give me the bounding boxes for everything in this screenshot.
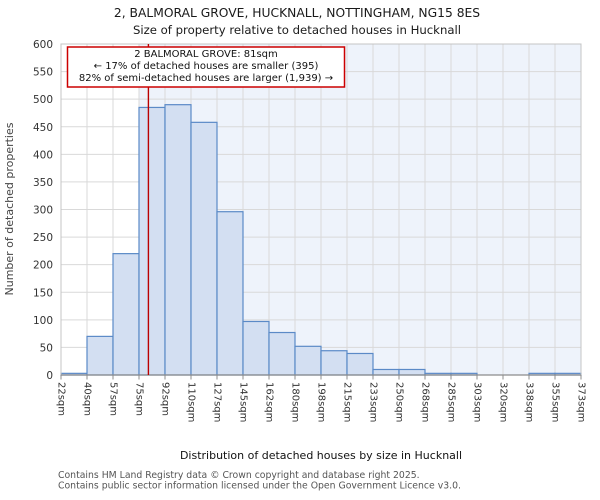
x-tick-label: 268sqm (420, 382, 431, 422)
histogram-bar (320, 350, 348, 376)
histogram-bar (86, 335, 114, 376)
histogram-bar (346, 352, 374, 376)
annotation-larger-stat: 82% of semi-detached houses are larger (… (79, 73, 333, 84)
footer-line-2: Contains public sector information licen… (58, 481, 461, 492)
x-tick-label: 22sqm (56, 382, 67, 416)
histogram-bar (138, 106, 166, 376)
x-tick-label: 303sqm (472, 382, 483, 422)
y-tick-label: 300 (33, 205, 53, 217)
x-tick-label: 215sqm (342, 382, 353, 422)
chart-title: 2, BALMORAL GROVE, HUCKNALL, NOTTINGHAM,… (114, 6, 480, 20)
x-tick-label: 75sqm (134, 382, 145, 416)
annotation-box: 2 BALMORAL GROVE: 81sqm ← 17% of detache… (66, 46, 346, 88)
histogram-bar (164, 104, 192, 376)
x-axis-title: Distribution of detached houses by size … (180, 449, 462, 462)
footer-line-1: Contains HM Land Registry data © Crown c… (58, 470, 420, 481)
y-axis-title: Number of detached properties (3, 122, 16, 295)
annotation-smaller-stat: ← 17% of detached houses are smaller (39… (94, 61, 319, 72)
x-tick-label: 338sqm (524, 382, 535, 422)
x-tick-label: 92sqm (160, 382, 171, 416)
histogram-bar (398, 368, 426, 376)
annotation-box-border (66, 46, 346, 88)
x-tick-label: 162sqm (264, 382, 275, 422)
y-tick-label: 200 (33, 260, 53, 272)
x-tick-label: 127sqm (212, 382, 223, 422)
x-tick-label: 233sqm (368, 382, 379, 422)
plot-frame-layer (60, 43, 582, 380)
y-tick-label: 400 (33, 149, 53, 161)
tick-label-layer: 0 50 100 150 200 250 300 350 400 450 500 550 600 22sq… (33, 39, 587, 422)
y-tick-label: 100 (33, 315, 53, 327)
y-tick-label: 250 (33, 232, 53, 244)
y-tick-label: 150 (33, 287, 53, 299)
x-tick-label: 285sqm (446, 382, 457, 422)
chart-subtitle: Size of property relative to detached ho… (133, 23, 461, 37)
histogram-bar (294, 345, 322, 376)
histogram-bar (112, 253, 140, 376)
x-tick-label: 320sqm (498, 382, 509, 422)
y-tick-label: 350 (33, 177, 53, 189)
x-tick-label: 40sqm (82, 382, 93, 416)
x-tick-label: 110sqm (186, 382, 197, 422)
x-tick-label: 198sqm (316, 382, 327, 422)
x-tick-label: 145sqm (238, 382, 249, 422)
histogram-bar (242, 320, 270, 376)
annotation-property-size: 2 BALMORAL GROVE: 81sqm (134, 49, 278, 60)
x-tick-label: 355sqm (550, 382, 561, 422)
y-tick-label: 600 (33, 39, 53, 51)
histogram-bar (216, 211, 244, 376)
x-tick-label: 180sqm (290, 382, 301, 422)
y-tick-label: 450 (33, 122, 53, 134)
y-tick-label: 0 (46, 370, 53, 382)
y-tick-label: 550 (33, 67, 53, 79)
y-tick-label: 50 (40, 342, 53, 354)
x-tick-label: 250sqm (394, 382, 405, 422)
x-tick-label: 57sqm (108, 382, 119, 416)
y-tick-label: 500 (33, 94, 53, 106)
histogram-bar (268, 331, 296, 376)
histogram-bar (372, 368, 400, 376)
x-tick-label: 373sqm (576, 382, 587, 422)
histogram-bar (190, 121, 218, 376)
